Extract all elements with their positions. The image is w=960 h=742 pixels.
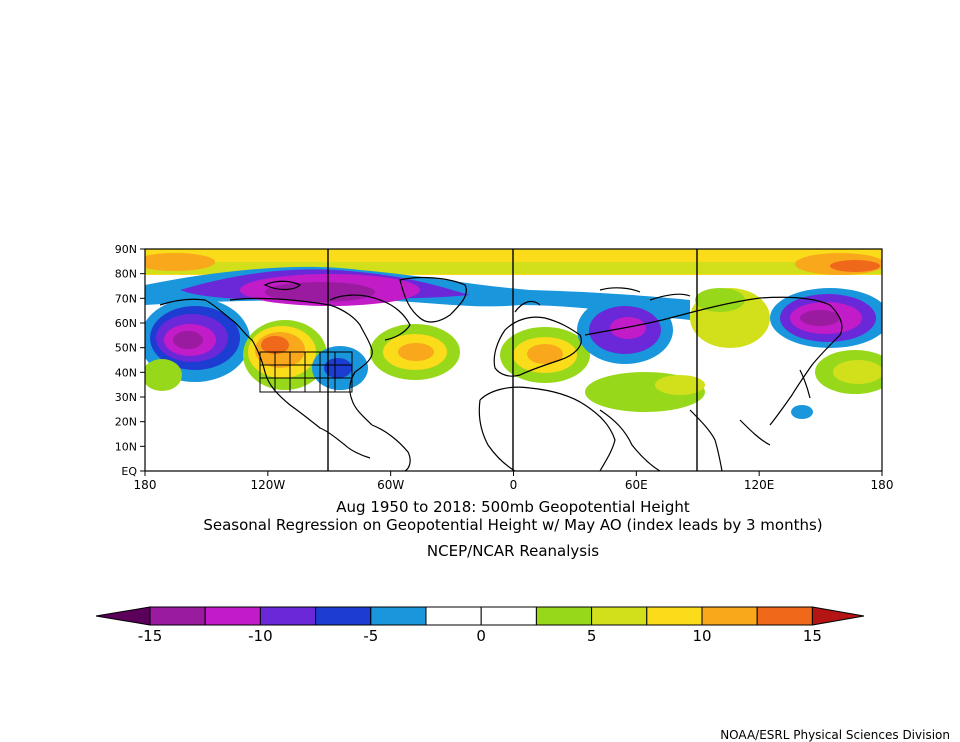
coastlines [159, 276, 843, 471]
credit-text: NOAA/ESRL Physical Sciences Division [720, 728, 950, 742]
colorbar-swatch [425, 606, 482, 626]
colorbar-max-arrow [811, 606, 865, 626]
colorbar-swatch [646, 606, 703, 626]
colorbar-swatch [480, 606, 537, 626]
lon-label: 180 [871, 478, 894, 492]
map-panel [144, 248, 883, 472]
colorbar-min-arrow [95, 606, 151, 626]
lat-label: 90N [115, 243, 137, 256]
lon-label: 180 [134, 478, 157, 492]
colorbar-swatch [591, 606, 648, 626]
colorbar-tick-label: -5 [363, 627, 378, 645]
title-line-1: Aug 1950 to 2018: 500mb Geopotential Hei… [336, 498, 690, 516]
colorbar-swatch [259, 606, 317, 626]
colorbar-tick-label: 0 [476, 627, 486, 645]
state-boundaries [259, 351, 353, 393]
colorbar-swatch [701, 606, 758, 626]
latitude-axis: 90N 80N 70N 60N 50N 40N 30N 20N 10N EQ [115, 243, 145, 478]
lat-label: 30N [115, 391, 137, 404]
lon-label: 60E [625, 478, 648, 492]
lat-label: 70N [115, 292, 137, 305]
lat-label: 50N [115, 342, 137, 355]
contour-fill-layer [145, 249, 882, 471]
colorbar-swatch [204, 606, 261, 626]
colorbar-tick-label: 15 [803, 627, 822, 645]
colorbar-tick-label: 10 [692, 627, 711, 645]
colorbar-swatch [756, 606, 813, 626]
longitude-axis: 180 120W 60W 0 60E 120E 180 [134, 471, 894, 492]
lon-label: 60W [377, 478, 404, 492]
colorbar [95, 606, 865, 626]
lat-label: 10N [115, 440, 137, 453]
lat-label: 40N [115, 366, 137, 379]
colorbar-tick-label: -15 [138, 627, 163, 645]
colorbar-tick-label: 5 [587, 627, 597, 645]
lat-label: 60N [115, 317, 137, 330]
lat-label: EQ [121, 465, 137, 478]
colorbar-swatch [149, 606, 206, 626]
lon-label: 120W [250, 478, 285, 492]
colorbar-swatch [315, 606, 372, 626]
lon-label: 0 [510, 478, 518, 492]
title-line-2: Seasonal Regression on Geopotential Heig… [203, 516, 822, 534]
colorbar-tick-label: -10 [248, 627, 273, 645]
lat-label: 20N [115, 416, 137, 429]
colorbar-labels: -15 -10 -5 0 5 10 15 [138, 627, 822, 645]
lat-label: 80N [115, 268, 137, 281]
colorbar-swatch [370, 606, 427, 626]
lon-label: 120E [744, 478, 775, 492]
colorbar-swatch [535, 606, 593, 626]
title-line-3: NCEP/NCAR Reanalysis [427, 542, 599, 560]
